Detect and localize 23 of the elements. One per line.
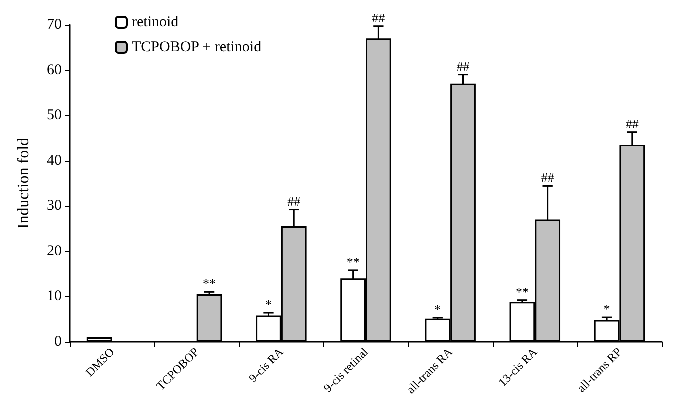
annotation: **: [516, 284, 529, 300]
y-tick-label: 10: [47, 288, 62, 305]
y-tick-label: 30: [47, 198, 62, 214]
legend-label: TCPOBOP + retinoid: [132, 40, 262, 56]
annotation: **: [203, 276, 216, 292]
y-tick-label: 20: [47, 243, 62, 260]
y-tick-label: 40: [47, 152, 62, 169]
y-tick-label: 70: [47, 17, 62, 33]
annotation: ##: [456, 58, 470, 74]
annotation: *: [265, 297, 272, 312]
y-axis-title: Induction fold: [16, 138, 32, 230]
legend-label: retinoid: [132, 14, 180, 30]
annotation: ##: [626, 116, 640, 132]
y-tick-label: 0: [54, 334, 62, 350]
annotation: **: [346, 254, 360, 270]
y-tick-label: 50: [47, 108, 62, 124]
y-tick-label: 60: [47, 62, 62, 78]
x-tick-label: 9-cis RA: [246, 344, 287, 386]
annotation: ##: [288, 194, 302, 209]
annotation: ##: [372, 10, 386, 26]
annotation: ##: [541, 170, 555, 186]
annotation: *: [434, 302, 442, 317]
annotation: *: [604, 302, 610, 317]
